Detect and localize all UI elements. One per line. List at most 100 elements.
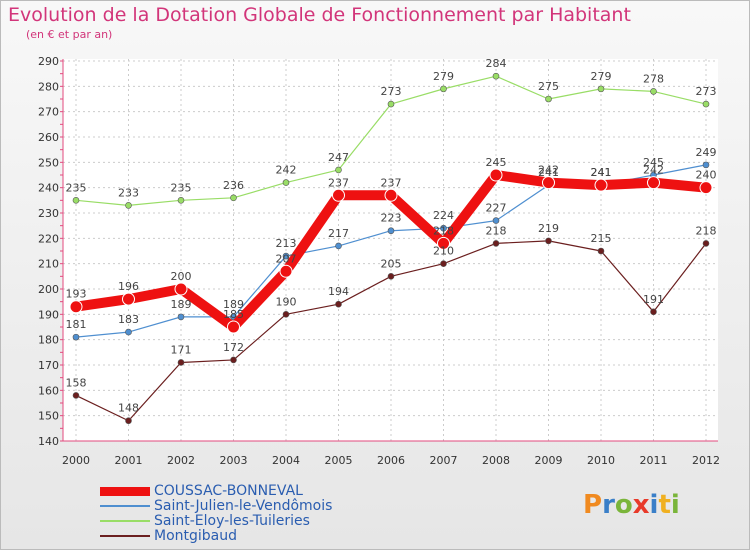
legend-label: Saint-Julien-le-Vendômois xyxy=(154,498,333,514)
legend-swatch xyxy=(100,487,150,496)
data-point xyxy=(597,85,605,93)
x-tick-label: 2003 xyxy=(220,454,248,467)
x-tick-label: 2007 xyxy=(430,454,458,467)
logo-letter: P xyxy=(583,490,603,520)
data-point xyxy=(650,88,657,95)
x-tick-label: 2008 xyxy=(482,454,510,467)
data-label: 240 xyxy=(696,169,717,182)
data-label: 181 xyxy=(66,318,87,331)
legend-label: Montgibaud xyxy=(154,528,238,544)
data-label: 210 xyxy=(433,245,454,258)
data-point xyxy=(542,176,555,190)
data-label: 185 xyxy=(223,308,244,321)
data-label: 215 xyxy=(591,232,612,245)
data-point xyxy=(279,264,293,278)
data-point xyxy=(72,333,80,341)
data-point xyxy=(440,224,447,232)
proxiti-logo: Proxiti xyxy=(583,490,680,520)
data-label: 148 xyxy=(118,402,139,415)
logo-letter: r xyxy=(602,490,615,520)
data-point xyxy=(489,168,503,182)
logo-letter: o xyxy=(614,490,633,520)
data-point xyxy=(492,72,500,80)
x-tick-label: 2012 xyxy=(692,454,720,467)
data-label: 171 xyxy=(171,343,192,356)
x-tick-label: 2002 xyxy=(167,454,195,467)
data-point xyxy=(545,237,552,245)
data-label: 241 xyxy=(538,166,559,179)
logo-letter: x xyxy=(632,490,650,520)
data-point xyxy=(384,188,398,202)
data-label: 196 xyxy=(118,280,139,293)
data-label: 191 xyxy=(643,293,664,306)
logo-letter: t xyxy=(658,490,671,520)
data-label: 242 xyxy=(643,164,664,177)
data-point xyxy=(122,292,135,306)
data-label: 172 xyxy=(223,341,244,354)
legend-swatch xyxy=(100,535,150,537)
data-point xyxy=(440,85,447,93)
y-tick-label: 150 xyxy=(38,410,59,423)
data-label: 213 xyxy=(276,237,297,250)
data-label: 193 xyxy=(66,288,87,301)
data-point xyxy=(282,252,290,260)
data-point xyxy=(177,313,185,321)
legend-swatch xyxy=(100,505,150,507)
data-point xyxy=(440,260,447,267)
data-point xyxy=(282,179,290,186)
data-point xyxy=(174,282,188,296)
data-label: 207 xyxy=(276,252,297,265)
y-tick-label: 280 xyxy=(38,80,59,93)
x-tick-label: 2004 xyxy=(272,454,300,467)
data-label: 279 xyxy=(591,70,612,83)
x-tick-label: 2009 xyxy=(535,454,563,467)
data-label: 189 xyxy=(223,298,244,311)
data-label: 189 xyxy=(171,298,192,311)
x-tick-label: 2006 xyxy=(377,454,405,467)
data-label: 245 xyxy=(486,156,507,169)
data-label: 223 xyxy=(381,212,402,225)
legend-swatch xyxy=(100,520,150,522)
data-label: 235 xyxy=(171,181,192,194)
x-tick-label: 2001 xyxy=(115,454,143,467)
data-label: 233 xyxy=(118,186,139,199)
data-label: 227 xyxy=(486,202,507,215)
y-tick-label: 170 xyxy=(38,359,59,372)
data-point xyxy=(702,240,710,247)
data-label: 241 xyxy=(591,166,612,179)
data-label: 218 xyxy=(433,224,454,237)
data-label: 237 xyxy=(381,176,402,189)
data-label: 245 xyxy=(643,156,664,169)
data-point xyxy=(437,236,450,250)
data-label: 218 xyxy=(696,224,717,237)
chart-subtitle: (en € et par an) xyxy=(26,28,113,41)
data-point xyxy=(699,181,713,195)
data-point xyxy=(492,217,500,224)
data-label: 279 xyxy=(433,70,454,83)
y-tick-label: 140 xyxy=(38,435,59,448)
data-point xyxy=(69,300,83,314)
y-tick-label: 240 xyxy=(38,182,59,195)
data-point xyxy=(387,100,395,108)
y-tick-label: 260 xyxy=(38,131,59,144)
data-point xyxy=(125,328,132,336)
y-tick-label: 180 xyxy=(38,334,59,347)
data-point xyxy=(227,320,240,334)
data-point xyxy=(177,359,185,366)
data-point xyxy=(647,176,660,190)
data-label: 273 xyxy=(696,85,717,98)
data-label: 158 xyxy=(66,376,87,389)
chart-title: Evolution de la Dotation Globale de Fonc… xyxy=(8,4,631,26)
data-label: 205 xyxy=(381,257,402,270)
data-point xyxy=(332,188,345,202)
data-point xyxy=(125,202,132,209)
data-label: 249 xyxy=(696,146,717,159)
data-point xyxy=(230,356,237,364)
data-label: 275 xyxy=(538,80,559,93)
y-tick-label: 220 xyxy=(38,232,59,245)
data-point xyxy=(387,273,395,280)
legend-label: Saint-Eloy-les-Tuileries xyxy=(154,513,310,529)
x-tick-label: 2011 xyxy=(640,454,668,467)
data-point xyxy=(702,100,710,108)
